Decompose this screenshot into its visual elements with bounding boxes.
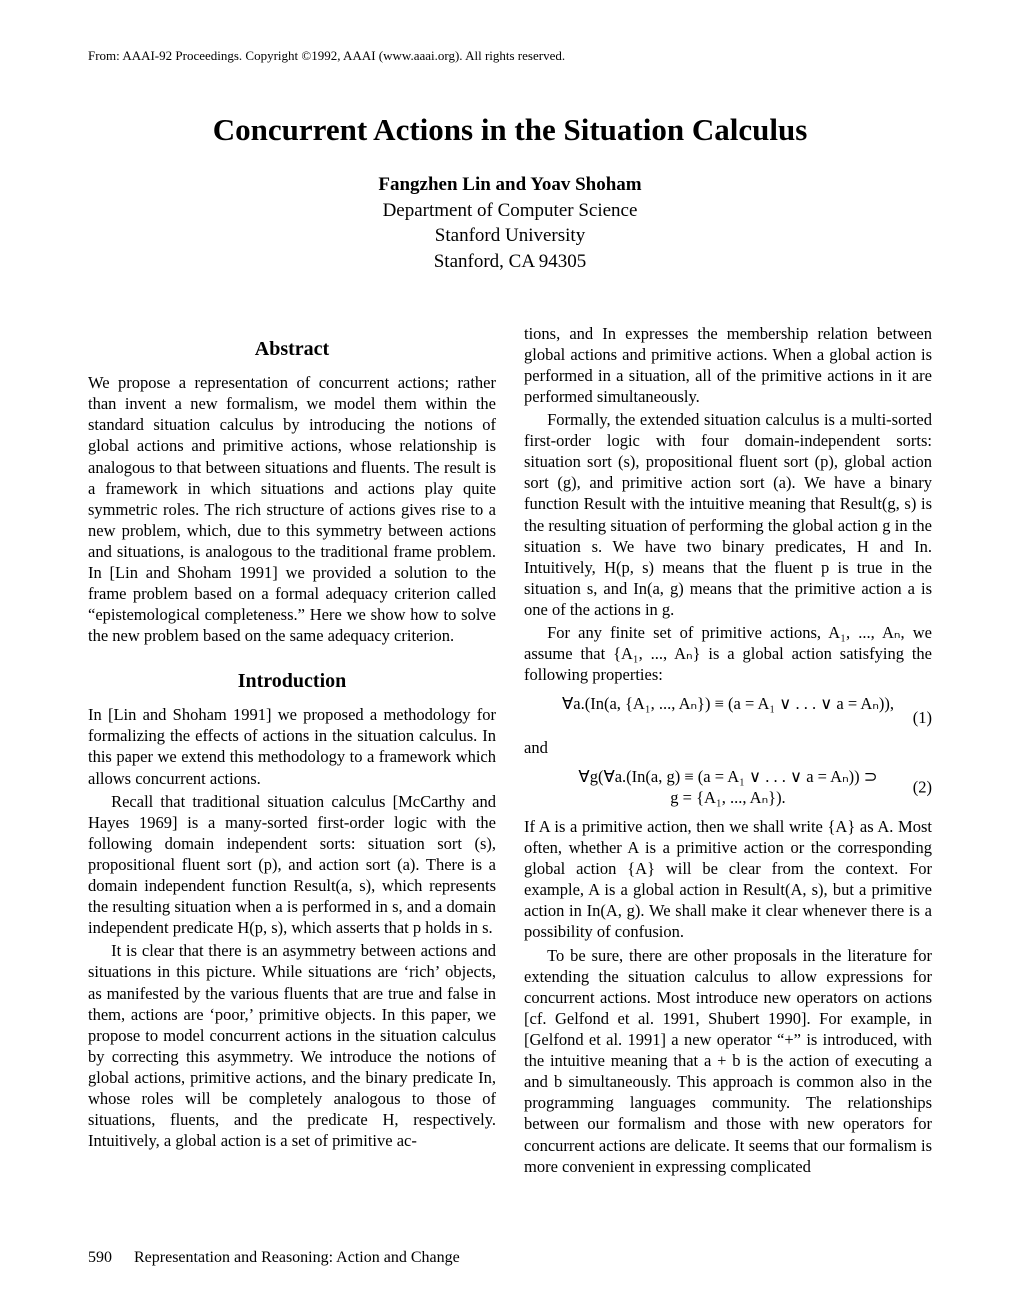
abstract-text: We propose a representation of concurren… bbox=[88, 372, 496, 646]
right-para-3: For any finite set of primitive actions,… bbox=[524, 622, 932, 685]
authors-block: Fangzhen Lin and Yoav Shoham Department … bbox=[88, 172, 932, 275]
right-para-5: To be sure, there are other proposals in… bbox=[524, 945, 932, 1177]
authors-loc: Stanford, CA 94305 bbox=[88, 249, 932, 275]
two-column-body: Abstract We propose a representation of … bbox=[88, 323, 932, 1179]
equation-1-body: ∀a.(In(a, {A₁, ..., Aₙ}) ≡ (a = A₁ ∨ . .… bbox=[562, 694, 894, 713]
authors-dept: Department of Computer Science bbox=[88, 198, 932, 224]
equation-1-number: (1) bbox=[913, 707, 932, 728]
right-para-4: If A is a primitive action, then we shal… bbox=[524, 816, 932, 943]
provenance-line: From: AAAI-92 Proceedings. Copyright ©19… bbox=[88, 48, 932, 64]
right-para-1: tions, and In expresses the membership r… bbox=[524, 323, 932, 407]
intro-para-3: It is clear that there is an asymmetry b… bbox=[88, 940, 496, 1151]
authors-names: Fangzhen Lin and Yoav Shoham bbox=[88, 172, 932, 198]
equation-2-number: (2) bbox=[913, 776, 932, 797]
abstract-heading: Abstract bbox=[88, 337, 496, 363]
authors-univ: Stanford University bbox=[88, 223, 932, 249]
paper-title: Concurrent Actions in the Situation Calc… bbox=[88, 112, 932, 148]
equation-2: ∀g(∀a.(In(a, g) ≡ (a = A₁ ∨ . . . ∨ a = … bbox=[524, 766, 932, 808]
intro-para-2: Recall that traditional situation calcul… bbox=[88, 791, 496, 939]
equation-1: ∀a.(In(a, {A₁, ..., Aₙ}) ≡ (a = A₁ ∨ . .… bbox=[524, 693, 932, 714]
page-footer: 590 Representation and Reasoning: Action… bbox=[88, 1249, 932, 1267]
equation-2-line-1: ∀g(∀a.(In(a, g) ≡ (a = A₁ ∨ . . . ∨ a = … bbox=[524, 766, 932, 787]
intro-para-1: In [Lin and Shoham 1991] we proposed a m… bbox=[88, 704, 496, 788]
right-para-2: Formally, the extended situation calculu… bbox=[524, 409, 932, 620]
introduction-heading: Introduction bbox=[88, 669, 496, 695]
equation-2-line-2: g = {A₁, ..., Aₙ}). bbox=[524, 787, 932, 808]
footer-section: Representation and Reasoning: Action and… bbox=[134, 1249, 460, 1266]
and-label: and bbox=[524, 737, 932, 758]
right-column: tions, and In expresses the membership r… bbox=[524, 323, 932, 1179]
left-column: Abstract We propose a representation of … bbox=[88, 323, 496, 1179]
page-number: 590 bbox=[88, 1249, 112, 1266]
